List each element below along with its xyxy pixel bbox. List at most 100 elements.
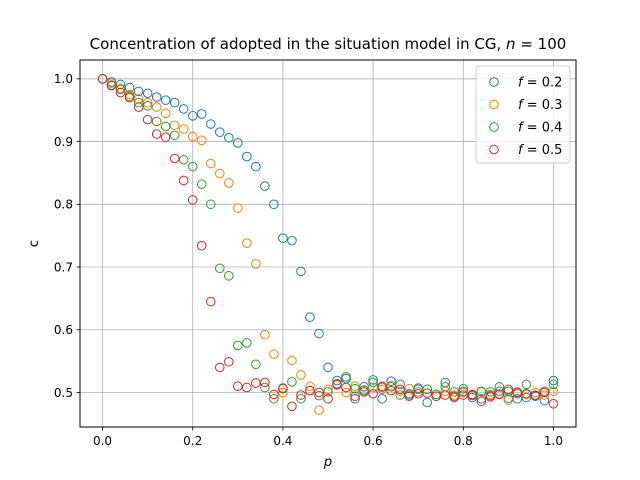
data-point <box>323 362 333 373</box>
data-point <box>233 138 243 148</box>
data-point <box>287 377 297 387</box>
data-point <box>178 124 189 134</box>
data-point <box>296 390 306 400</box>
data-point <box>368 377 378 388</box>
data-point <box>251 161 261 172</box>
data-point <box>296 266 306 277</box>
data-point <box>115 87 126 98</box>
data-point <box>404 391 414 402</box>
data-point <box>233 203 243 213</box>
data-point <box>512 393 523 404</box>
legend: f = 0.2 f = 0.3 f = 0.4 f = 0.5 <box>475 65 571 164</box>
data-point <box>214 127 225 137</box>
data-point <box>305 312 315 323</box>
data-point <box>458 383 469 394</box>
data-point <box>296 393 306 404</box>
data-point <box>323 384 333 395</box>
data-point <box>269 349 279 360</box>
data-point <box>269 199 279 210</box>
data-point <box>169 120 180 131</box>
data-point <box>251 259 261 269</box>
data-point <box>233 340 243 351</box>
data-point <box>242 151 252 162</box>
data-point <box>548 398 559 409</box>
data-point <box>548 375 559 386</box>
data-point <box>278 233 288 243</box>
data-point <box>350 391 360 402</box>
data-point <box>124 92 135 103</box>
data-point <box>350 381 360 392</box>
data-point <box>548 379 559 390</box>
data-point <box>431 391 442 402</box>
data-point <box>260 377 270 388</box>
legend-marker <box>489 144 499 155</box>
data-point <box>160 108 171 119</box>
x-axis-title: p <box>323 455 332 470</box>
data-point <box>386 376 396 387</box>
data-point <box>169 130 180 141</box>
data-point <box>133 102 144 112</box>
y-tick-label: 0.5 <box>54 386 73 400</box>
series-3 <box>97 74 559 404</box>
data-point <box>422 384 433 395</box>
data-point <box>350 393 360 404</box>
data-point <box>224 356 234 367</box>
data-point <box>368 388 378 399</box>
data-point <box>521 379 532 390</box>
data-point <box>512 387 523 398</box>
y-tick-label: 0.9 <box>54 135 73 149</box>
data-point <box>341 382 351 393</box>
data-point <box>287 235 297 246</box>
data-point <box>341 387 351 398</box>
data-point <box>242 238 252 248</box>
data-point <box>359 387 369 397</box>
data-point <box>224 178 234 188</box>
data-point <box>314 387 324 398</box>
data-point <box>260 382 270 393</box>
chart-title: Concentration of adopted in the situatio… <box>90 35 567 53</box>
y-tick-label: 0.6 <box>54 323 73 337</box>
data-point <box>485 392 496 402</box>
data-point <box>106 80 117 91</box>
data-point <box>377 393 387 404</box>
data-point <box>115 84 126 95</box>
data-point <box>142 114 153 125</box>
data-point <box>530 390 541 401</box>
data-point <box>296 370 306 380</box>
axes-frame <box>79 59 577 428</box>
data-point <box>494 389 505 400</box>
data-point <box>269 393 279 404</box>
data-point <box>160 121 171 132</box>
data-point <box>133 97 144 108</box>
data-point <box>278 387 288 398</box>
data-point <box>386 385 396 396</box>
data-point <box>224 132 234 143</box>
series-layer <box>97 74 559 415</box>
data-point <box>151 116 162 127</box>
data-point <box>287 355 297 366</box>
data-point <box>178 104 189 114</box>
data-point <box>260 181 270 191</box>
data-point <box>151 102 162 112</box>
data-point <box>332 375 342 386</box>
data-point <box>97 74 108 84</box>
data-point <box>196 109 207 119</box>
x-tick-label: 1.0 <box>544 434 563 448</box>
data-point <box>341 372 351 382</box>
data-point <box>187 195 198 205</box>
data-point <box>521 392 532 403</box>
chart-title-var: n <box>506 35 516 53</box>
data-point <box>205 119 216 129</box>
data-point <box>395 384 405 395</box>
y-tick-label: 1.0 <box>54 72 73 86</box>
data-point <box>377 381 387 392</box>
x-tick-label: 0.6 <box>364 434 383 448</box>
y-tick-label: 0.8 <box>54 198 73 212</box>
data-point <box>160 95 171 105</box>
data-point <box>160 132 171 142</box>
data-point <box>503 384 514 395</box>
data-point <box>350 383 360 394</box>
data-point <box>422 397 433 408</box>
data-point <box>305 381 315 392</box>
data-point <box>314 328 324 339</box>
